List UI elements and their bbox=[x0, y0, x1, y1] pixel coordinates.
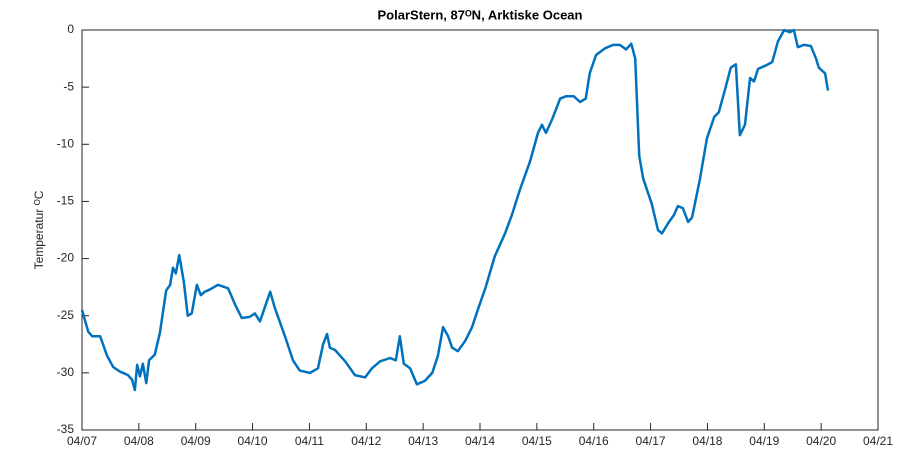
x-tick-label: 04/20 bbox=[806, 434, 836, 448]
y-tick-label: 0 bbox=[67, 22, 74, 36]
x-tick-label: 04/11 bbox=[295, 434, 324, 448]
x-tick-label: 04/09 bbox=[181, 434, 211, 448]
x-tick-label: 04/15 bbox=[522, 434, 552, 448]
x-tick-label: 04/13 bbox=[408, 434, 438, 448]
x-tick-label: 04/19 bbox=[749, 434, 779, 448]
data-line bbox=[80, 28, 830, 392]
x-tick-label: 04/08 bbox=[124, 434, 154, 448]
y-tick-label: -35 bbox=[57, 422, 75, 436]
y-tick-label: -5 bbox=[63, 79, 74, 93]
y-tick-label: -10 bbox=[57, 136, 75, 150]
y-axis-label: Temperatur ᴼC bbox=[32, 190, 46, 269]
y-tick-label: -30 bbox=[57, 365, 75, 379]
x-tick-label: 04/17 bbox=[636, 434, 666, 448]
x-tick-label: 04/16 bbox=[579, 434, 609, 448]
y-tick-label: -20 bbox=[57, 251, 75, 265]
x-tick-label: 04/10 bbox=[238, 434, 268, 448]
y-tick-label: -25 bbox=[57, 308, 75, 322]
chart-title: PolarStern, 87ᴼN, Arktiske Ocean bbox=[378, 7, 583, 22]
x-tick-label: 04/07 bbox=[67, 434, 97, 448]
x-tick-label: 04/21 bbox=[863, 434, 893, 448]
x-tick-label: 04/18 bbox=[692, 434, 722, 448]
x-tick-label: 04/12 bbox=[351, 434, 381, 448]
y-tick-label: -15 bbox=[57, 194, 75, 208]
x-tick-label: 04/14 bbox=[465, 434, 495, 448]
